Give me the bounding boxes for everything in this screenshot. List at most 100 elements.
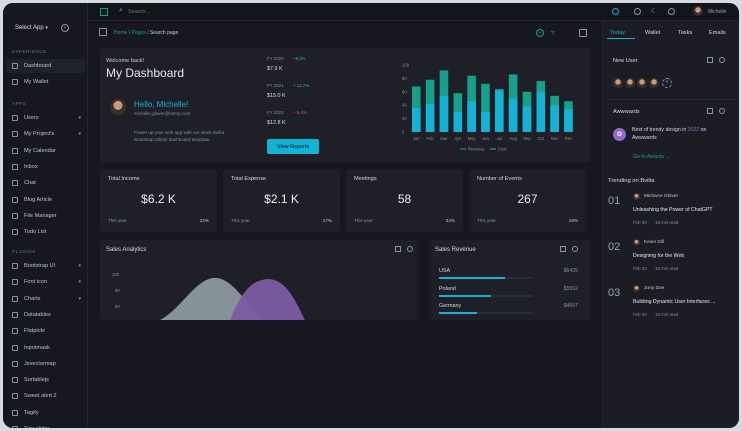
sidebar-item-label: Font icon [24,279,48,286]
layout-icon[interactable] [579,29,587,37]
sidebar-item-font-icon[interactable]: Font icon ▾ [7,275,85,289]
revenue-progress [439,312,533,314]
sidebar-item-my-wallet[interactable]: My Wallet [7,75,85,89]
sidebar-item-sweet-alert-2[interactable]: Sweet alert 2 [7,389,85,403]
stat-title: Total Expense [231,176,267,182]
country-name: Germany [439,303,462,309]
refresh-icon[interactable] [572,246,578,252]
sidebar-item-flatpickr[interactable]: Flatpickr [7,324,85,338]
menu-icon [12,229,18,236]
sidebar-item-jsvectormap[interactable]: Jsvectormap [7,357,85,371]
top-navbar: ⌕ ☾ Michelle [88,3,739,21]
sidebar-item-sortablejs[interactable]: Sortablejs [7,373,85,387]
new-user-avatar[interactable] [625,78,635,88]
filter-icon[interactable]: ▿ [551,28,556,37]
sidebar-item-blog-article[interactable]: Blog Article [7,193,85,207]
sidebar-item-my-calendar[interactable]: My Calendar [7,144,85,158]
menu-icon [12,115,18,121]
menu-icon [12,63,18,69]
sidebar-item-bootstrap-ui[interactable]: Bootstrap UI ▾ [7,259,85,273]
notification-icon[interactable] [612,8,619,15]
y-tick: 100 [112,272,119,277]
article-read-time: 10 min read [655,312,679,317]
moon-icon[interactable]: ☾ [651,8,658,15]
go-to-awards-link[interactable]: Go to Awards → [633,154,671,160]
sidebar-item-file-manager[interactable]: File Manager [7,209,85,223]
breadcrumb-pages[interactable]: Pages [131,30,146,36]
add-user-icon[interactable]: + [662,78,672,88]
award-text-part: on [700,127,707,133]
sidebar-item-dashboard[interactable]: Dashboard [7,59,85,73]
sidebar-item-inbox[interactable]: Inbox [7,160,85,174]
sidebar-item-todo-list[interactable]: Todo List [7,225,85,239]
sidebar-toggle-icon[interactable] [99,28,107,36]
x-tick-label: Jul [497,136,502,141]
article-read-time: 10 min read [655,266,679,271]
bar-cost [425,103,435,132]
x-tick-label: Jun [482,136,489,141]
expand-icon[interactable] [395,246,401,252]
settings-icon[interactable] [634,8,641,15]
awards-title: Awwwards [613,109,640,115]
new-user-avatar[interactable] [613,78,623,88]
menu-icon [12,147,18,154]
user-avatar[interactable] [693,6,703,16]
fy-value: $7.9 K [267,66,283,72]
sidebar-item-label: Users [24,115,39,121]
sidebar-item-tagify[interactable]: Tagify [7,406,85,420]
new-user-avatar[interactable] [649,78,659,88]
award-text-part: Best of trendy design in [632,127,687,133]
plugin-icon [12,344,18,351]
author-avatar [633,193,640,200]
revenue-progress-fill [439,294,491,297]
sidebar-item-charts[interactable]: Charts ▾ [7,292,85,306]
article-date: Feb 20 [633,266,647,271]
menu-icon [12,212,18,219]
x-tick-label: Nov [551,136,559,141]
author-name: Kevin Gill [644,240,665,245]
search-icon: ⌕ [119,7,123,14]
expand-icon[interactable] [707,57,713,63]
refresh-icon[interactable] [407,246,413,252]
breadcrumb-home[interactable]: Home [114,30,128,36]
sidebar-item-label: Flatpickr [24,328,46,335]
grid-menu-icon[interactable] [100,8,108,16]
expand-icon[interactable] [560,246,566,252]
view-reports-button[interactable]: View Reports [267,139,319,154]
stat-value: 58 [397,192,412,206]
new-user-avatar[interactable] [637,78,647,88]
sidebar-item-label: Sweet alert 2 [24,393,57,400]
sidebar-item-users[interactable]: Users ▾ [7,111,85,125]
refresh-icon[interactable] [719,57,725,63]
tab-tasks[interactable]: Tasks [678,30,693,36]
app-window: Select App ▾ + EXPERIENCE Dashboard My Wa… [3,3,739,428]
bar-revenue [481,83,490,132]
y-tick-label: 100 [402,63,410,68]
section-experience: EXPERIENCE [12,49,47,54]
refresh-icon[interactable] [719,108,725,114]
tab-today[interactable]: Today [610,30,625,36]
article-title[interactable]: Designing for the Web [633,253,685,259]
sidebar-item-label: My Wallet [24,79,49,86]
search-input[interactable] [128,6,428,18]
main-content: Home / Pages / Search page + ▿ Welcome b… [88,21,602,428]
tab-emails[interactable]: Emails [709,30,726,36]
sidebar-item-inputmask[interactable]: Inputmask [7,341,85,355]
tab-wallet[interactable]: Wallet [645,30,661,36]
sidebar: Select App ▾ + EXPERIENCE Dashboard My Wa… [3,3,88,428]
add-app-icon[interactable]: + [61,24,69,32]
sidebar-item-chat[interactable]: Chat [7,176,85,190]
revenue-progress [439,277,533,279]
article-title[interactable]: Unleashing the Power of ChatGPT [633,207,713,213]
expand-icon[interactable] [707,108,713,114]
apps-icon[interactable] [668,8,675,15]
sidebar-item-label: My Calendar [24,147,56,154]
add-icon[interactable]: + [536,29,544,37]
plugin-icon [12,360,18,367]
sidebar-item-tiny-slider[interactable]: Tiny slider [7,422,85,428]
sidebar-item-datatables[interactable]: Datatables [7,308,85,322]
article-title[interactable]: Building Dynamic User Interfaces ... [633,299,716,305]
sidebar-item-label: Bootstrap UI [24,263,56,269]
sidebar-item-my-project-s[interactable]: My Project's ▾ [7,127,85,141]
select-app-dropdown[interactable]: Select App ▾ [15,25,48,31]
